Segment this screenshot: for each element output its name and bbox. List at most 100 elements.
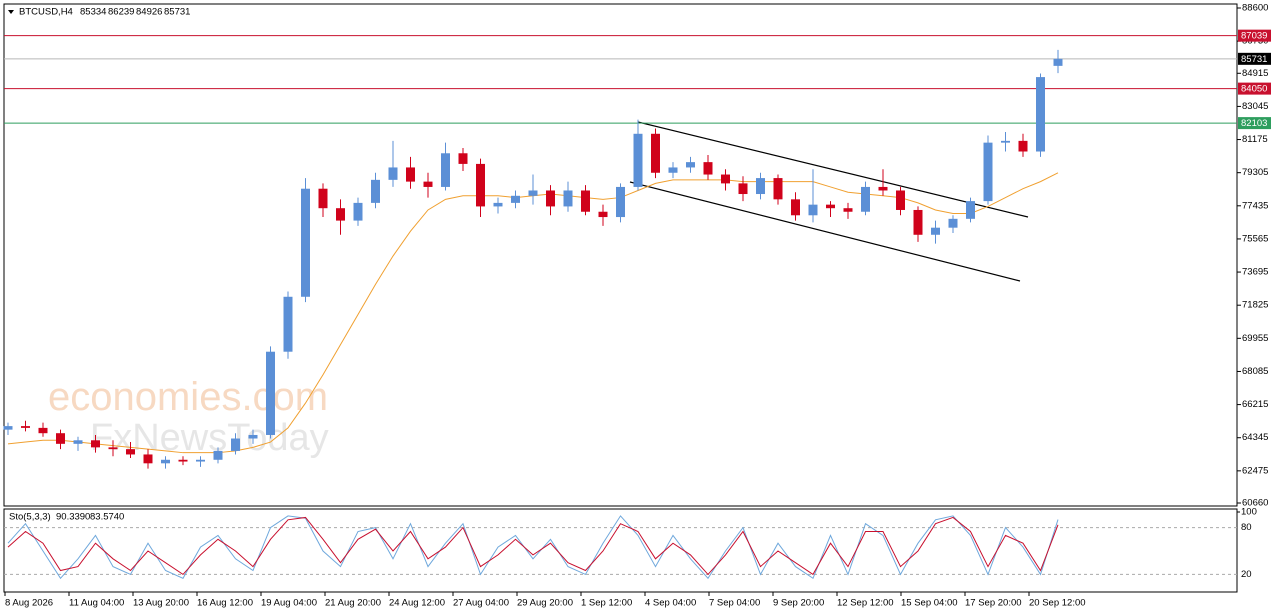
ohlc-open: 85334 (80, 7, 106, 18)
x-tick-label: 15 Sep 04:00 (901, 598, 958, 609)
candle-body (966, 201, 975, 219)
candle-body (808, 204, 818, 216)
candle-body (56, 433, 65, 444)
stoch-signal: 83.5740 (90, 512, 124, 523)
y-tick-label: 81175 (1242, 134, 1268, 145)
candle-body (1053, 58, 1063, 66)
candle-body (1018, 140, 1028, 152)
candle-body (633, 133, 643, 187)
candle-body (406, 167, 415, 182)
candle-body (738, 183, 748, 195)
x-tick-label: 21 Aug 20:00 (325, 598, 381, 609)
x-tick-label: 12 Sep 12:00 (837, 598, 894, 609)
candle-body (616, 186, 625, 218)
y-tick-label: 77435 (1242, 200, 1268, 211)
candle-body (773, 178, 783, 200)
candle-body (983, 142, 993, 202)
candle-body (196, 459, 205, 462)
candle-body (721, 174, 730, 184)
candle-body (896, 190, 905, 210)
level-label-box (1238, 52, 1271, 65)
stoch-panel (3, 508, 1238, 593)
watermark: economies.com (48, 375, 328, 419)
candle-body (21, 426, 30, 428)
candle-body (458, 153, 468, 164)
candle-body (336, 208, 345, 221)
stoch-tick-label: 20 (1241, 569, 1252, 580)
stoch-title: Sto(5,3,3) (9, 512, 51, 523)
candle-body (756, 178, 765, 195)
channel-line (629, 181, 1021, 282)
candle-body (143, 454, 153, 464)
level-label-box (1238, 29, 1271, 42)
candle-body (353, 202, 363, 221)
x-tick-label: 29 Aug 20:00 (517, 598, 573, 609)
y-tick-label: 66215 (1242, 399, 1268, 410)
candle-body (1001, 140, 1010, 143)
candle-body (318, 188, 328, 209)
menu-arrow (8, 10, 14, 14)
y-tick-label: 62475 (1242, 465, 1268, 476)
candle-body (3, 426, 13, 430)
candle-body (371, 179, 380, 203)
y-tick-label: 84915 (1242, 68, 1268, 79)
symbol: BTCUSD,H4 (19, 7, 73, 18)
candle-body (703, 162, 713, 175)
candle-body (213, 450, 223, 460)
y-tick-label: 75565 (1242, 233, 1268, 244)
candle-body (231, 438, 240, 451)
candle-body (248, 434, 258, 439)
candle-body (861, 186, 870, 212)
x-tick-label: 19 Aug 04:00 (261, 598, 317, 609)
candle-body (493, 202, 503, 207)
candle-body (108, 447, 118, 450)
stoch-tick-label: 100 (1241, 507, 1257, 518)
candle-body (948, 218, 958, 228)
level-label-box (1238, 82, 1271, 95)
candle-body (878, 186, 888, 191)
candle-body (791, 199, 800, 216)
candle-body (686, 162, 695, 168)
candle-body (266, 351, 275, 435)
y-tick-label: 60660 (1242, 498, 1268, 509)
x-tick-label: 24 Aug 12:00 (389, 598, 445, 609)
candle-body (668, 167, 678, 173)
candle-body (563, 190, 573, 207)
candle-body (651, 133, 660, 173)
x-tick-label: 20 Sep 12:00 (1029, 598, 1086, 609)
candle-body (178, 459, 188, 462)
y-tick-label: 88600 (1242, 3, 1268, 14)
candle-body (826, 204, 835, 209)
candle-body (931, 227, 940, 235)
candle-body (511, 195, 520, 203)
candle-body (843, 208, 853, 212)
stoch-line (7, 516, 1059, 576)
candle-body (126, 449, 135, 455)
candle-body (581, 190, 590, 212)
x-tick-label: 8 Aug 2026 (5, 598, 53, 609)
y-tick-label: 73695 (1242, 267, 1268, 278)
candle-body (73, 440, 83, 444)
x-tick-label: 1 Sep 12:00 (581, 598, 632, 609)
candle-body (161, 459, 170, 464)
header: BTCUSD,H4 85334 86239 84926 85731 (8, 7, 190, 18)
candle-body (301, 188, 310, 297)
y-tick-label: 64345 (1242, 432, 1268, 443)
stoch-main: 90.3390 (56, 512, 90, 523)
x-tick-label: 11 Aug 04:00 (69, 598, 124, 609)
x-tick-label: 16 Aug 12:00 (197, 598, 253, 609)
y-tick-label: 68085 (1242, 366, 1268, 377)
candle-body (913, 209, 923, 235)
ohlc-close: 85731 (164, 7, 190, 18)
y-tick-label: 83045 (1242, 101, 1268, 112)
level-label: 85731 (1241, 54, 1267, 65)
x-tick-label: 7 Sep 04:00 (709, 598, 760, 609)
level-label: 82103 (1241, 118, 1267, 129)
y-tick-label: 69955 (1242, 333, 1268, 344)
candle-body (283, 296, 293, 352)
level-label-box (1238, 117, 1271, 130)
level-label: 84050 (1241, 84, 1267, 95)
candle-body (476, 163, 485, 207)
candle-body (441, 153, 450, 187)
